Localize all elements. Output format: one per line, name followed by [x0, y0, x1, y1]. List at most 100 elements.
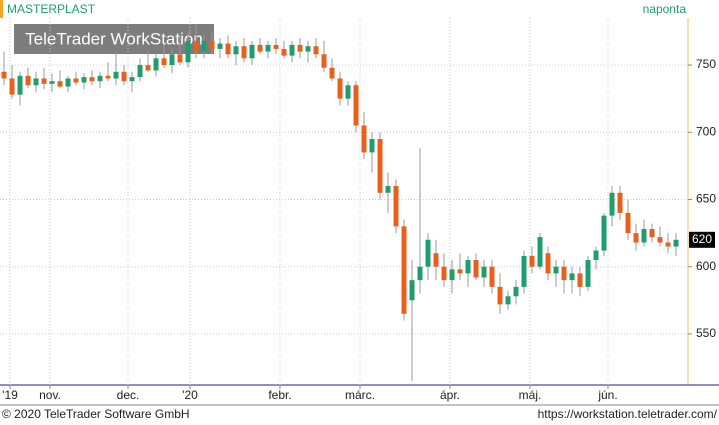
candle-body [297, 44, 303, 52]
candle-body [577, 273, 583, 287]
candle-body [441, 266, 447, 281]
candle-body [625, 212, 631, 234]
candle-body [345, 85, 351, 99]
candle-body [305, 46, 311, 52]
candle-body [417, 266, 423, 281]
candle-body [313, 46, 319, 55]
candle-body [593, 250, 599, 260]
y-tick-label: 650 [696, 192, 716, 206]
candle-body [129, 77, 135, 82]
x-tick-label: '19 [2, 388, 18, 402]
candle-body [9, 78, 15, 95]
candle-body [649, 229, 655, 238]
watermark: TeleTrader WorkStation [25, 29, 203, 48]
candle-body [193, 40, 199, 52]
candle-body [153, 58, 159, 71]
candle-body [73, 78, 79, 83]
candle-body [401, 226, 407, 314]
candle-body [113, 71, 119, 79]
candle-body [433, 253, 439, 267]
candle-body [505, 296, 511, 305]
candle-body [41, 78, 47, 84]
candle-body [393, 186, 399, 227]
x-tick-label: nov. [39, 388, 61, 402]
candle-body [513, 286, 519, 297]
candle-body [225, 43, 231, 55]
candle-body [601, 215, 607, 251]
x-tick-label: márc. [345, 388, 375, 402]
candle-body [17, 75, 23, 95]
candle-body [529, 255, 535, 267]
candle-body [105, 75, 111, 79]
candle-body [657, 237, 663, 243]
candle-body [249, 44, 255, 59]
candle-body [561, 266, 567, 281]
candle-body [89, 77, 95, 82]
candle-body [265, 44, 271, 52]
candle-body [473, 259, 479, 278]
candle-body [537, 237, 543, 267]
candle-body [353, 85, 359, 126]
candle-body [233, 46, 239, 55]
x-tick-label: febr. [268, 388, 291, 402]
candle-body [553, 266, 559, 274]
candle-body [633, 233, 639, 243]
candle-body [369, 138, 375, 153]
candle-body [569, 273, 575, 281]
candle-body [33, 78, 39, 86]
candle-body [241, 46, 247, 59]
candle-body [497, 286, 503, 305]
candle-body [457, 269, 463, 274]
candle-body [289, 44, 295, 56]
candle-body [273, 44, 279, 49]
candle-body [25, 75, 31, 86]
title-marker [0, 0, 3, 18]
chart-title: MASTERPLAST [7, 2, 96, 16]
candle-body [217, 43, 223, 49]
candle-body [97, 75, 103, 82]
candle-body [1, 71, 7, 79]
candle-body [449, 269, 455, 281]
candle-body [385, 186, 391, 193]
candle-body [361, 125, 367, 153]
candle-body [465, 259, 471, 274]
candle-body [609, 192, 615, 216]
candle-body [409, 280, 415, 301]
candle-body [545, 253, 551, 274]
x-tick-label: máj. [519, 388, 542, 402]
candle-body [185, 40, 191, 63]
candle-body [81, 77, 87, 83]
candle-body [201, 40, 207, 52]
candle-body [673, 239, 679, 247]
candle-body [481, 266, 487, 278]
candle-body [585, 259, 591, 287]
candle-body [209, 40, 215, 49]
x-tick-label: ápr. [440, 388, 460, 402]
candle-body [329, 67, 335, 79]
x-tick-label: '20 [182, 388, 198, 402]
candle-body [377, 138, 383, 193]
candle-body [641, 229, 647, 243]
candle-body [617, 192, 623, 213]
candle-body [425, 239, 431, 267]
candle-body [257, 44, 263, 52]
last-value-box [689, 231, 715, 248]
candle-body [321, 54, 327, 68]
candle-body [521, 255, 527, 287]
x-tick-label: dec. [117, 388, 140, 402]
y-tick-label: 550 [696, 326, 716, 340]
candle-body [121, 71, 127, 82]
candle-body [137, 65, 143, 78]
source-url: https://workstation.teletrader.com/ [538, 407, 718, 421]
candle-body [281, 48, 287, 56]
watermark-box [14, 24, 214, 54]
y-tick-label: 750 [696, 57, 716, 71]
last-value-label: 620 [692, 232, 712, 246]
candle-body [489, 266, 495, 287]
y-tick-label: 600 [696, 259, 716, 273]
x-tick-label: jún. [597, 388, 617, 402]
candle-body [65, 78, 71, 87]
interval: naponta [643, 2, 687, 16]
candle-body [145, 65, 151, 71]
